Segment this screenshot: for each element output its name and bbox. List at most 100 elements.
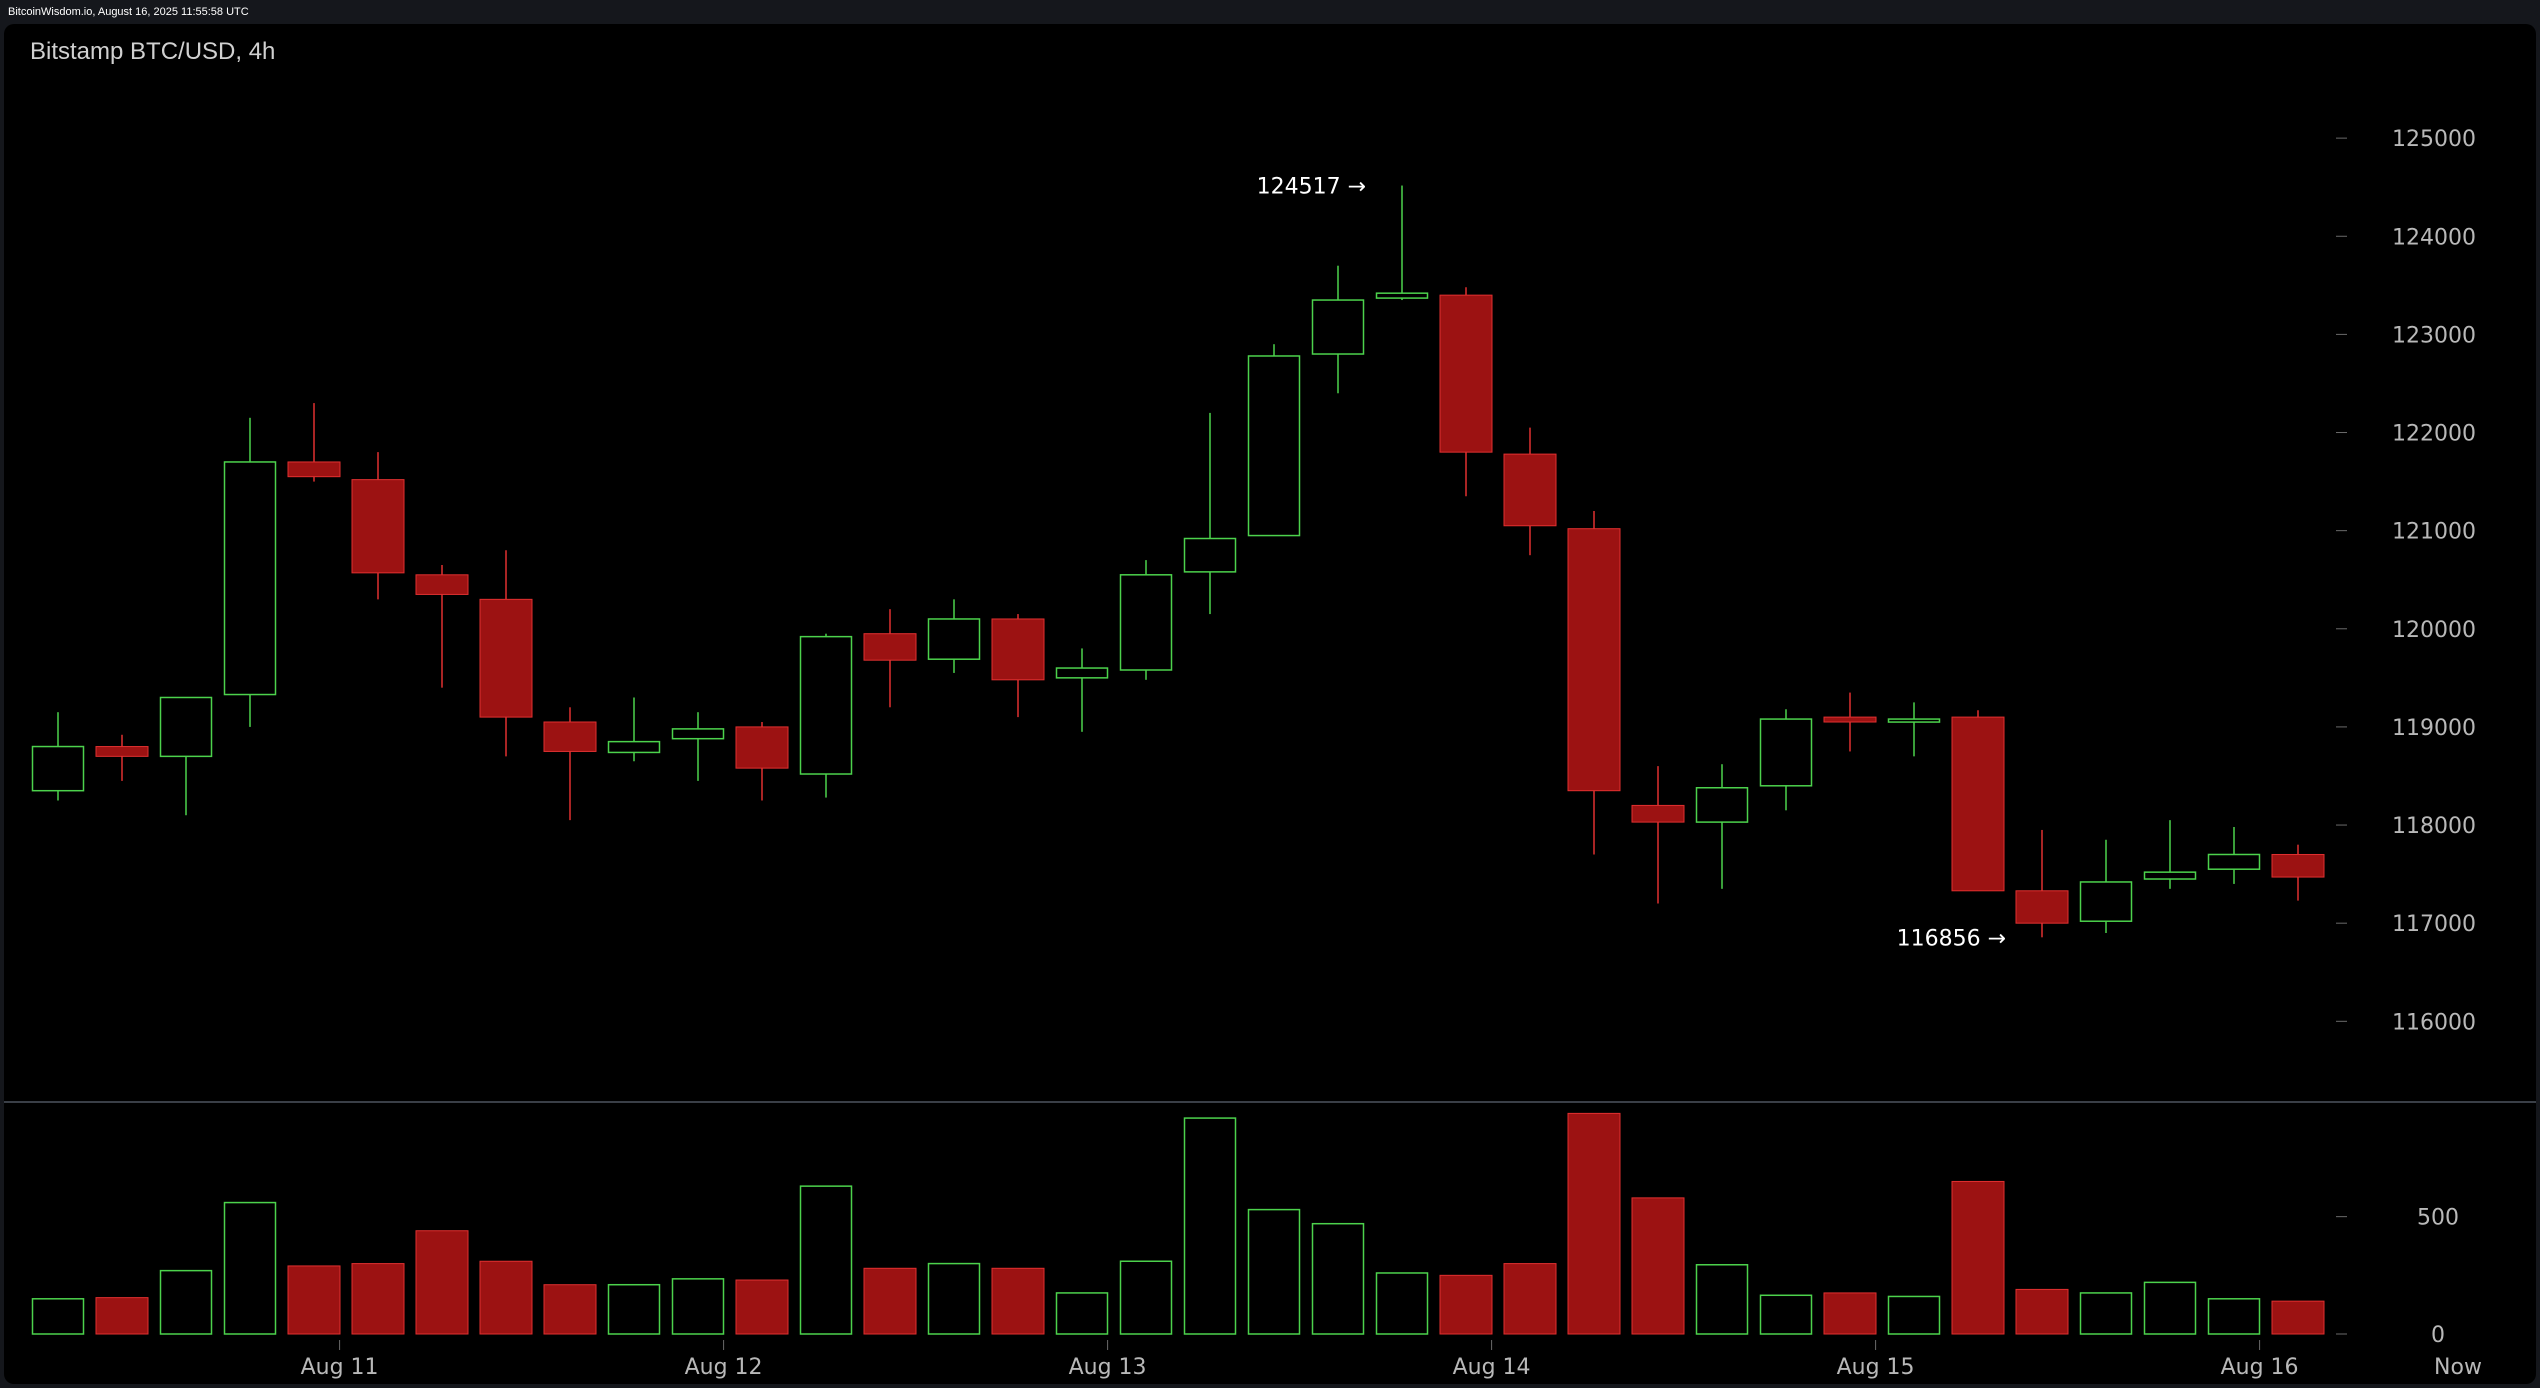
candle-body	[159, 696, 213, 758]
price-tick-label: 118000	[2392, 814, 2476, 839]
price-tick-label: 120000	[2392, 618, 2476, 643]
candle-body	[415, 574, 469, 595]
candle-body	[671, 728, 725, 740]
candle-body	[2207, 853, 2261, 870]
volume-bar	[159, 1269, 213, 1335]
price-tick-label: 123000	[2392, 323, 2476, 348]
time-tick-label: Aug 15	[1837, 1355, 1915, 1380]
candle-body	[1311, 299, 1365, 355]
volume-bar	[1375, 1272, 1429, 1335]
candle-body	[479, 598, 533, 718]
chart-panel	[4, 24, 2536, 1384]
time-tick-label: Aug 12	[685, 1355, 763, 1380]
volume-bar	[1631, 1197, 1685, 1335]
time-tick-label: Aug 11	[301, 1355, 379, 1380]
volume-axis: 0 500	[2336, 1206, 2459, 1348]
candle-body	[799, 635, 853, 775]
volume-bar	[1311, 1222, 1365, 1335]
price-tick-label: 124000	[2392, 225, 2476, 250]
time-tick-label: Now	[2434, 1355, 2482, 1380]
time-tick-label: Aug 14	[1453, 1355, 1531, 1380]
volume-bar	[543, 1284, 597, 1335]
candle-body	[1439, 294, 1493, 453]
volume-bar	[479, 1260, 533, 1335]
volume-bar	[2015, 1288, 2069, 1335]
volume-bar	[2143, 1281, 2197, 1335]
volume-bar	[351, 1263, 405, 1335]
time-axis: Aug 11 Aug 12 Aug 13 Aug 14 Aug 15 Aug 16 Now	[301, 1340, 2482, 1380]
candle-body	[31, 745, 85, 792]
volume-bar	[95, 1297, 149, 1335]
candle-body	[1823, 716, 1877, 723]
volume-bar	[1247, 1208, 1301, 1335]
candle-body	[1631, 804, 1685, 823]
price-tick-label: 117000	[2392, 912, 2476, 937]
volume-bar	[863, 1267, 917, 1335]
candle-body	[1567, 528, 1621, 792]
chart-title: Bitstamp BTC/USD, 4h	[30, 38, 276, 65]
candle-body	[223, 461, 277, 696]
candle-body	[1375, 292, 1429, 299]
candle-body	[1759, 718, 1813, 787]
price-tick-label: 121000	[2392, 520, 2476, 545]
volume-bar	[415, 1230, 469, 1335]
top-bar: BitcoinWisdom.io, August 16, 2025 11:55:…	[0, 0, 2540, 24]
volume-bar	[2079, 1292, 2133, 1335]
volume-bar	[1951, 1180, 2005, 1335]
candle-body	[287, 461, 341, 478]
volume-bar	[1503, 1263, 1557, 1335]
volume-bar	[1759, 1294, 1813, 1335]
volume-bar	[607, 1283, 661, 1335]
candles	[31, 185, 2325, 938]
candle-body	[927, 618, 981, 660]
candle-body	[863, 633, 917, 661]
candle-body	[1695, 787, 1749, 823]
volume-bar	[1887, 1295, 1941, 1335]
volume-bars	[31, 1112, 2325, 1335]
candle-body	[2079, 881, 2133, 922]
volume-bar	[927, 1262, 981, 1335]
candle-body	[1055, 667, 1109, 679]
candle-body	[2143, 871, 2197, 880]
volume-tick-label: 0	[2431, 1323, 2445, 1348]
candle-body	[351, 479, 405, 574]
price-tick-label: 125000	[2392, 127, 2476, 152]
candle-body	[543, 721, 597, 752]
price-axis: 116000 117000 118000 119000 120000 121000 1220…	[2336, 127, 2476, 1035]
candle-body	[991, 618, 1045, 681]
volume-bar	[287, 1265, 341, 1335]
candle-body	[95, 746, 149, 757]
candle-body	[1951, 716, 2005, 892]
price-annotation: 116856 →	[1897, 926, 2006, 951]
volume-bar	[31, 1298, 85, 1335]
candle-body	[2015, 890, 2069, 924]
volume-bar	[2271, 1300, 2325, 1335]
volume-bar	[991, 1267, 1045, 1335]
price-tick-label: 122000	[2392, 422, 2476, 447]
candle-body	[1503, 453, 1557, 527]
volume-bar	[1119, 1260, 1173, 1335]
candle-body	[735, 726, 789, 769]
volume-bar	[1439, 1274, 1493, 1335]
volume-bar	[2207, 1298, 2261, 1335]
volume-bar	[1695, 1264, 1749, 1335]
source-timestamp: BitcoinWisdom.io, August 16, 2025 11:55:…	[8, 6, 249, 18]
candle-body	[1183, 537, 1237, 573]
price-tick-label: 119000	[2392, 716, 2476, 741]
volume-bar	[1055, 1292, 1109, 1335]
volume-bar	[223, 1201, 277, 1335]
volume-bar	[735, 1279, 789, 1335]
annotations: 124517 → 116856 →	[1257, 175, 2006, 952]
price-annotation: 124517 →	[1257, 175, 1366, 200]
candle-body	[607, 740, 661, 754]
candle-body	[2271, 853, 2325, 878]
volume-bar	[799, 1185, 853, 1335]
volume-bar	[1823, 1292, 1877, 1335]
candle-body	[1247, 355, 1301, 537]
volume-bar	[1183, 1117, 1237, 1335]
volume-bar	[671, 1278, 725, 1335]
volume-bar	[1567, 1112, 1621, 1335]
price-tick-label: 116000	[2392, 1010, 2476, 1035]
volume-tick-label: 500	[2417, 1206, 2459, 1231]
